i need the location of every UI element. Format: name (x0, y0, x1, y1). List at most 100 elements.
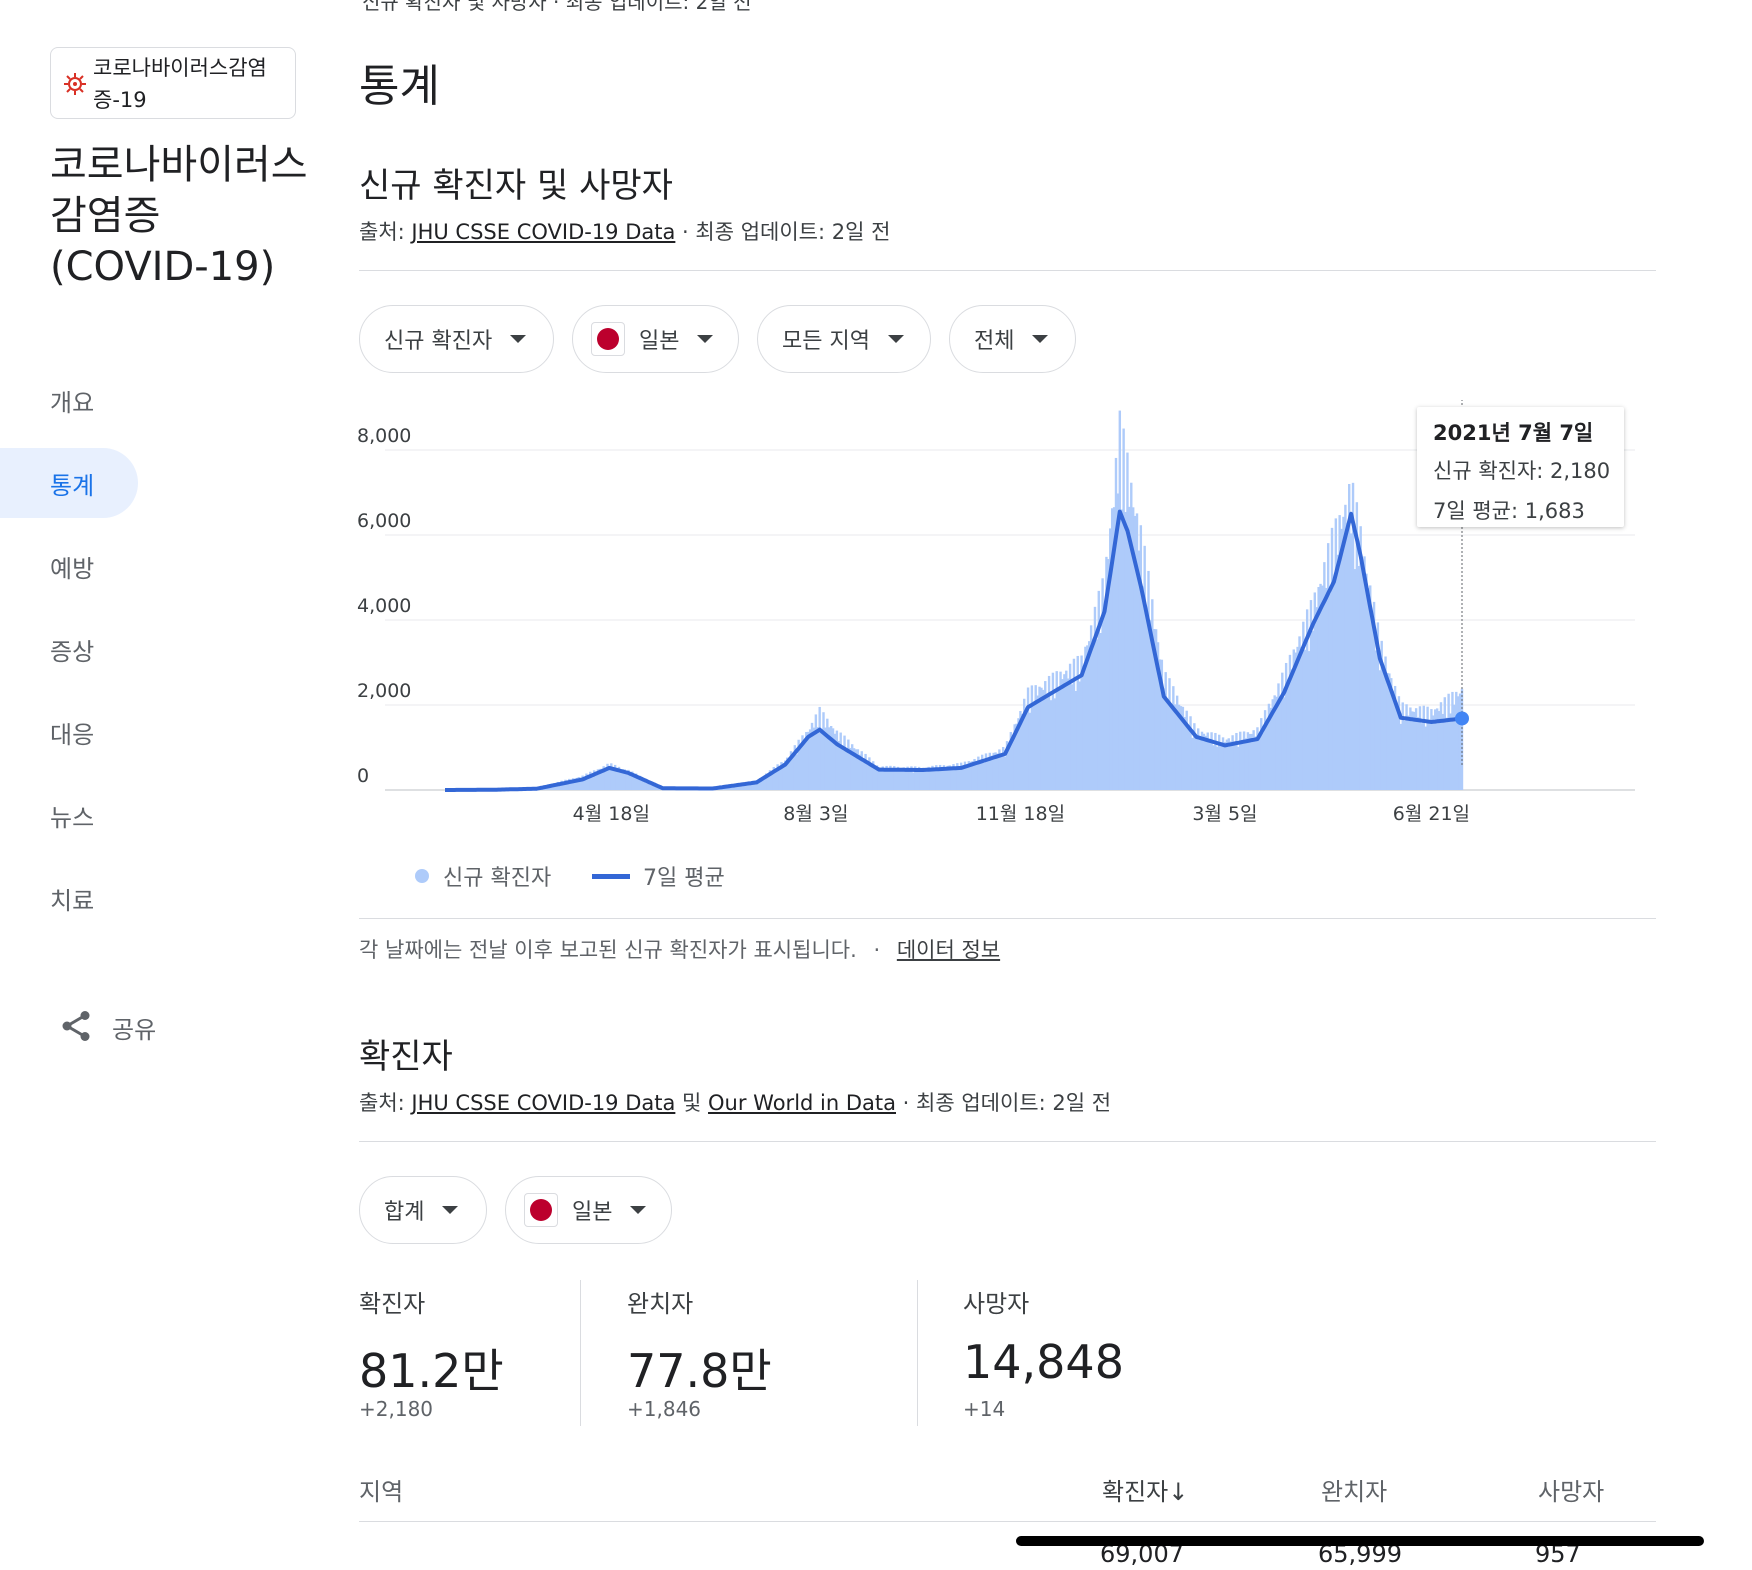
nav-item-news[interactable]: 뉴스 (50, 804, 95, 832)
nav-item-stats[interactable]: 통계 (50, 472, 95, 500)
case-bar (1093, 606, 1097, 790)
case-bar (975, 761, 978, 790)
case-bar (797, 739, 800, 790)
case-bar (629, 774, 632, 790)
case-bar (948, 765, 951, 790)
case-bar (1372, 601, 1376, 790)
region-dropdown[interactable]: 모든 지역 (757, 305, 931, 373)
nav-item-treatment[interactable]: 치료 (50, 887, 95, 915)
case-bar (833, 733, 837, 790)
case-bar (1078, 681, 1081, 790)
stat-confirmed-delta: +2,180 (359, 1397, 434, 1421)
case-bar (1099, 632, 1102, 790)
period-dropdown[interactable]: 전체 (949, 305, 1076, 373)
case-bar (1065, 670, 1068, 790)
source-prefix: 출처: (359, 220, 412, 244)
case-bar (805, 731, 808, 790)
metric-dropdown[interactable]: 신규 확진자 (359, 305, 554, 373)
case-bar (774, 771, 777, 790)
case-bar (1305, 609, 1309, 790)
case-bar (1401, 702, 1404, 790)
case-bar (1061, 679, 1064, 790)
table-header-confirmed[interactable]: 확진자↓ (1102, 1478, 1189, 1506)
table-header-recovered[interactable]: 완치자 (1321, 1478, 1388, 1506)
case-bar (906, 766, 909, 790)
case-bar (1369, 585, 1372, 790)
case-bar (854, 749, 858, 790)
case-bar (1403, 720, 1406, 790)
case-bar (1277, 683, 1280, 790)
case-bar (1456, 696, 1460, 790)
case-bar (1365, 573, 1368, 790)
totals-country-dropdown[interactable]: 일본 (505, 1176, 672, 1244)
topic-chip[interactable]: 코로나바이러스감염증-19 (50, 47, 296, 119)
case-bar (633, 776, 636, 790)
case-bar (810, 722, 814, 790)
stat-separator (580, 1280, 581, 1426)
case-bar (829, 725, 833, 790)
case-bar (954, 768, 957, 790)
case-bar (1265, 720, 1269, 790)
nav-item-response[interactable]: 대응 (50, 721, 95, 749)
nav-item-overview[interactable]: 개요 (50, 389, 95, 417)
jhu-source-link[interactable]: JHU CSSE COVID-19 Data (411, 1091, 676, 1115)
case-bar (998, 749, 1001, 790)
case-bar (785, 757, 789, 790)
case-bar (956, 763, 959, 790)
case-bar (1017, 718, 1020, 790)
case-bar (828, 727, 831, 790)
nav-active-highlight (0, 448, 138, 518)
case-bar (1147, 570, 1150, 790)
case-bar (1049, 700, 1053, 790)
nav-item-prevention[interactable]: 예방 (50, 555, 95, 583)
case-bar (971, 761, 974, 790)
case-bar (1414, 708, 1418, 790)
case-bar (1304, 649, 1307, 790)
horizontal-scrollbar[interactable] (1016, 1536, 1704, 1546)
case-bar (575, 777, 579, 790)
table-header-deaths[interactable]: 사망자 (1538, 1478, 1605, 1506)
case-bar (1185, 710, 1188, 790)
case-bar (1011, 736, 1014, 790)
case-bar (577, 776, 581, 790)
x-tick-label: 6월 21일 (1393, 803, 1470, 825)
case-bar (1283, 697, 1286, 790)
cases-chart[interactable]: 0 2,000 4,000 6,000 8,000 4월 18일 8월 3일 11월 18일 3… (345, 400, 1665, 860)
case-bar (1384, 656, 1387, 790)
case-bar (1267, 703, 1271, 790)
case-bar (915, 771, 919, 790)
case-bar (933, 770, 936, 790)
case-bar (1235, 732, 1238, 790)
case-bar (990, 755, 993, 790)
case-bar (1160, 659, 1164, 790)
case-bar (986, 759, 990, 790)
case-bar (631, 771, 634, 790)
jhu-source-link[interactable]: JHU CSSE COVID-19 Data (411, 220, 676, 244)
case-bar (988, 752, 992, 790)
mode-dropdown-label: 합계 (384, 1200, 425, 1225)
mode-dropdown[interactable]: 합계 (359, 1176, 487, 1244)
stat-deaths-label: 사망자 (963, 1290, 1030, 1318)
table-header-region[interactable]: 지역 (359, 1478, 404, 1506)
case-bar (615, 769, 619, 790)
case-bar (900, 767, 904, 790)
case-bar (946, 765, 949, 790)
country-dropdown[interactable]: 일본 (572, 305, 739, 373)
case-bar (883, 769, 886, 790)
nav-item-symptoms[interactable]: 증상 (50, 638, 95, 666)
case-bar (1288, 654, 1292, 790)
region-dropdown-label: 모든 지역 (782, 329, 870, 354)
case-bar (621, 769, 624, 790)
case-bar (1089, 625, 1093, 790)
case-bar (1349, 533, 1353, 790)
case-bar (868, 757, 871, 790)
share-button[interactable]: 공유 (58, 1008, 168, 1048)
case-bar (623, 769, 626, 790)
data-info-link[interactable]: 데이터 정보 (896, 938, 1001, 962)
stat-recovered-value: 77.8만 (627, 1344, 772, 1398)
case-bar (612, 769, 615, 790)
case-bar (1024, 711, 1028, 790)
case-bar (749, 783, 753, 790)
case-bar (893, 766, 896, 790)
owid-source-link[interactable]: Our World in Data (708, 1091, 896, 1115)
